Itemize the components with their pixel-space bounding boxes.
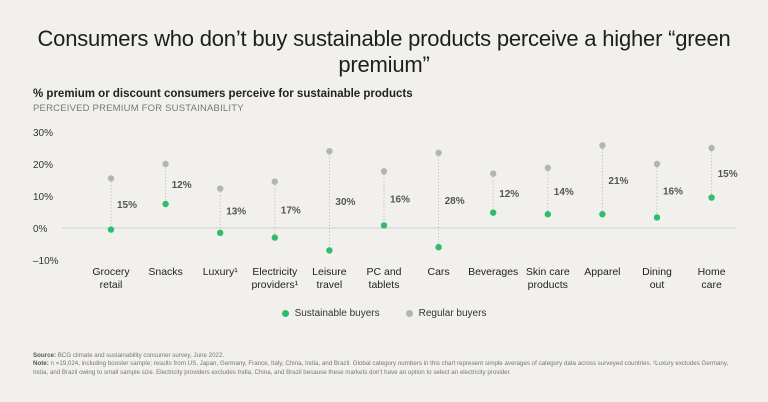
gap-label: 12%	[172, 180, 192, 191]
y-tick-label: 20%	[33, 160, 53, 171]
gap-label: 14%	[554, 187, 574, 198]
sustainable-buyers-point	[544, 211, 551, 218]
category-label: Cars	[428, 266, 450, 278]
gap-label: 30%	[335, 197, 355, 208]
category-label: Leisure travel	[312, 266, 347, 291]
regular-buyers-point	[544, 164, 551, 172]
chart-axis-caption: PERCEIVED PREMIUM FOR SUSTAINABILITY	[33, 103, 244, 114]
category-label: Electricity providers¹	[251, 266, 298, 291]
category-label-line: tablets	[369, 279, 400, 291]
gap-label: 16%	[663, 187, 683, 198]
category-label: Luxury¹	[203, 266, 239, 278]
sustainable-buyers-point	[380, 222, 388, 229]
source-note: Source: BCG climate and sustainability c…	[33, 352, 733, 377]
source-text: BCG climate and sustainability consumer …	[57, 352, 225, 359]
legend-item-sustainable: Sustainable buyers	[281, 308, 380, 319]
y-tick-label: 30%	[33, 128, 53, 139]
category-label-line: Skin care	[526, 266, 570, 278]
category-label-line: Dining	[642, 266, 672, 278]
y-tick-label: 0%	[33, 224, 48, 235]
regular-buyers-point	[271, 178, 278, 185]
source-line: Source: BCG climate and sustainability c…	[33, 352, 733, 360]
category-label: Grocery retail	[92, 266, 130, 291]
category-label-line: Leisure	[312, 266, 347, 278]
chart-title: Consumers who don’t buy sustainable prod…	[37, 26, 731, 77]
category-label-line: retail	[100, 279, 123, 291]
note-line: Note: n =19,024, including booster sampl…	[33, 360, 733, 377]
category-label-line: out	[650, 279, 665, 291]
sustainable-buyers-point	[107, 226, 115, 233]
category-label: Apparel	[584, 266, 620, 278]
gap-label: 16%	[390, 194, 410, 205]
category-label-line: Electricity	[252, 266, 298, 278]
sustainable-buyers-point	[435, 244, 442, 251]
category-label: PC and tablets	[366, 266, 401, 291]
category-label-line: Beverages	[468, 266, 518, 278]
gap-label: 15%	[117, 200, 137, 211]
regular-buyers-point	[107, 175, 115, 182]
regular-buyers-point	[599, 142, 606, 149]
regular-buyers-point	[708, 144, 715, 152]
gap-label: 28%	[445, 196, 465, 207]
category-label-line: Cars	[428, 266, 450, 278]
regular-buyers-point	[653, 160, 661, 168]
regular-buyers-point	[326, 148, 333, 155]
gap-label: 12%	[499, 189, 519, 200]
gap-label: 13%	[226, 207, 246, 218]
legend-label-sustainable: Sustainable buyers	[294, 308, 380, 319]
regular-buyers-point	[217, 185, 224, 192]
regular-buyers-point	[435, 149, 442, 156]
category-label: Home care	[698, 266, 726, 291]
regular-buyers-point	[162, 160, 169, 168]
legend-swatch-regular	[405, 310, 413, 317]
sustainable-buyers-point	[162, 200, 169, 208]
category-label: Beverages	[468, 266, 518, 278]
legend-label-regular: Regular buyers	[418, 308, 487, 319]
category-label-line: Apparel	[584, 266, 620, 278]
y-tick-label: –10%	[33, 256, 59, 267]
regular-buyers-point	[490, 170, 497, 177]
sustainable-buyers-point	[599, 211, 606, 218]
category-label: Snacks	[148, 266, 182, 278]
category-label-line: travel	[317, 279, 343, 291]
y-tick-label: 10%	[33, 192, 53, 203]
legend-item-regular: Regular buyers	[405, 308, 487, 319]
gap-label: 21%	[608, 176, 628, 187]
note-label: Note:	[33, 360, 49, 368]
legend: Sustainable buyers Regular buyers	[0, 308, 768, 319]
note-text: n =19,024, including booster sample; res…	[33, 360, 729, 376]
sustainable-buyers-point	[490, 209, 497, 216]
gap-label: 17%	[281, 206, 301, 217]
category-label-line: Luxury¹	[203, 266, 239, 278]
sustainable-buyers-point	[271, 234, 278, 241]
sustainable-buyers-point	[217, 229, 224, 236]
regular-buyers-point	[380, 168, 388, 175]
category-label-line: Snacks	[148, 266, 182, 278]
category-label: Dining out	[642, 266, 672, 291]
legend-swatch-sustainable	[281, 310, 289, 317]
category-label-line: care	[701, 279, 722, 291]
category-label-line: providers¹	[251, 279, 298, 291]
category-label-line: Grocery	[92, 266, 130, 278]
category-label: Skin care products	[526, 266, 570, 291]
source-label: Source:	[33, 352, 57, 359]
sustainable-buyers-point	[708, 194, 715, 201]
chart-subtitle: % premium or discount consumers perceive…	[33, 88, 413, 100]
category-label-line: PC and	[366, 266, 401, 278]
gap-label: 15%	[718, 169, 738, 180]
category-label-line: Home	[698, 266, 726, 278]
sustainable-buyers-point	[653, 214, 661, 221]
category-label-line: products	[528, 279, 568, 291]
sustainable-buyers-point	[326, 247, 333, 254]
